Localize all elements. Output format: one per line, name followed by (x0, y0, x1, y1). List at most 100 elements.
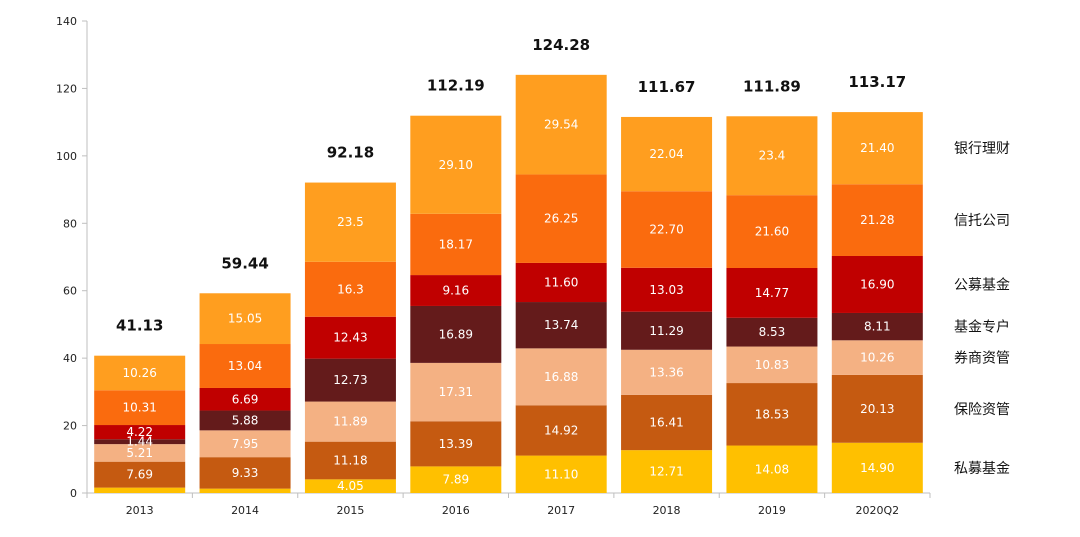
data-label: 12.71 (649, 465, 683, 479)
bar-segment (199, 430, 291, 458)
data-label: 4.22 (126, 425, 153, 439)
bar-segment (94, 355, 186, 391)
data-label: 20.13 (860, 402, 894, 416)
bar-segment (621, 394, 713, 451)
total-label: 124.28 (532, 36, 590, 54)
data-label: 14.92 (544, 423, 578, 437)
bar-segment (831, 312, 923, 341)
total-label: 59.44 (221, 254, 268, 272)
bar-segment (304, 358, 396, 402)
bar-segment (726, 116, 818, 196)
bar-segment (94, 390, 186, 426)
bar-segment (304, 261, 396, 317)
data-label: 23.4 (759, 149, 786, 163)
data-label: 26.25 (544, 212, 578, 226)
y-tick-label: 100 (56, 150, 77, 163)
bar-segment (410, 275, 502, 306)
total-label: 111.89 (743, 77, 801, 95)
data-label: 22.70 (649, 223, 683, 237)
data-label: 5.21 (126, 446, 153, 460)
x-axis: 2013 2014 2015 2016 2017 2018 2019 2020Q2 (86, 492, 931, 517)
bar-segment (94, 439, 186, 445)
total-label: 112.19 (427, 77, 485, 95)
bar-segment (199, 344, 291, 388)
data-label: 21.28 (860, 213, 894, 227)
bar-segment (621, 450, 713, 493)
bar-segment (621, 267, 713, 312)
bar-segment (515, 405, 607, 456)
legend-label: 保险资管 (954, 402, 1010, 418)
bar-segment (515, 455, 607, 493)
x-tick-label: 2013 (126, 504, 154, 517)
x-tick-label: 2016 (442, 504, 470, 517)
bar-segment (304, 316, 396, 359)
bar-segment (94, 425, 186, 440)
bar-segment (410, 362, 502, 422)
bar-segment (726, 195, 818, 268)
data-label: 10.26 (123, 366, 157, 380)
x-tick-label: 2017 (547, 504, 575, 517)
legend: 私募基金 保险资管 券商资管 基金专户 公募基金 信托公司 银行理财 (954, 141, 1010, 477)
bar-segment (831, 112, 923, 185)
data-label: 16.88 (544, 370, 578, 384)
bar-segment (515, 262, 607, 303)
data-label: 10.83 (755, 358, 789, 372)
bar-segment (621, 116, 713, 192)
legend-label: 基金专户 (954, 319, 1010, 336)
data-label: 8.11 (864, 320, 891, 334)
data-label: 12.43 (333, 331, 367, 345)
y-tick-label: 40 (63, 352, 77, 365)
bar-segment (726, 383, 818, 446)
data-label: 16.3 (337, 282, 364, 296)
data-label: 14.77 (755, 286, 789, 300)
data-label: 29.54 (544, 118, 578, 132)
data-label: 14.08 (755, 462, 789, 476)
data-label: 11.18 (333, 453, 367, 467)
bar-segment (621, 191, 713, 268)
bar-segment (410, 421, 502, 467)
data-label: 11.60 (544, 275, 578, 289)
data-label: 13.04 (228, 359, 262, 373)
bar-segment (410, 213, 502, 276)
data-label: 18.17 (439, 237, 473, 251)
data-label: 7.95 (232, 437, 259, 451)
y-tick-label: 120 (56, 82, 77, 95)
total-label: 113.17 (848, 73, 906, 91)
bar-segment (199, 488, 291, 493)
bar-segment (304, 441, 396, 480)
bar-segment (410, 115, 502, 214)
data-label: 21.40 (860, 141, 894, 155)
data-label: 13.03 (649, 283, 683, 297)
bar-segment (726, 445, 818, 493)
bar-segment (304, 182, 396, 262)
x-tick-label: 2019 (758, 504, 786, 517)
data-label: 13.36 (649, 365, 683, 379)
legend-label: 银行理财 (954, 141, 1010, 157)
bar-segment (726, 267, 818, 318)
data-label: 11.89 (333, 415, 367, 429)
y-tick-label: 140 (56, 15, 77, 28)
bar-segment (94, 487, 186, 493)
y-tick-label: 80 (63, 217, 77, 230)
data-label: 7.89 (442, 473, 469, 487)
bar-segment (199, 457, 291, 489)
data-label: 9.16 (442, 284, 469, 298)
data-label: 21.60 (755, 225, 789, 239)
bar-segment (94, 444, 186, 462)
data-label: 1.44 (126, 435, 153, 449)
bar-segment (515, 302, 607, 349)
x-tick-label: 2015 (336, 504, 364, 517)
y-tick-label: 20 (63, 420, 77, 433)
bar-segment (831, 340, 923, 375)
total-label: 41.13 (116, 317, 163, 335)
data-label: 5.88 (232, 413, 259, 427)
bars: 7.69 5.211.444.22 10.31 10.26 9.33 7.95 5.88 6.… (94, 74, 923, 493)
data-label: 16.41 (649, 415, 683, 429)
legend-label: 公募基金 (954, 276, 1010, 293)
data-label: 6.69 (232, 392, 259, 406)
legend-label: 私募基金 (954, 460, 1010, 477)
bar-segment (410, 305, 502, 363)
bar-segment (831, 184, 923, 256)
data-label: 22.04 (649, 147, 683, 161)
